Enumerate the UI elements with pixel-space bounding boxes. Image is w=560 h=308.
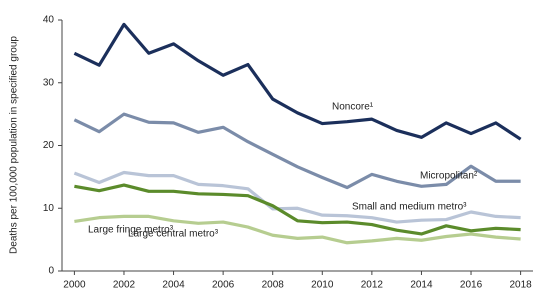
y-tick-label: 40: [43, 15, 55, 26]
series-label: Large fringe metro³: [88, 225, 174, 236]
x-tick-label: 2010: [311, 280, 334, 291]
series-label: Large central metro³: [128, 229, 219, 240]
series-line: [74, 214, 521, 245]
series-line: [73, 112, 521, 190]
x-tick-label: 2014: [410, 280, 433, 291]
series-label: Micropolitan²: [420, 171, 478, 182]
x-tick-label: 2000: [63, 280, 86, 291]
series-label: Small and medium metro³: [352, 202, 467, 213]
y-axis-label: Deaths per 100,000 population in specifi…: [9, 36, 20, 254]
x-tick-label: 2018: [509, 280, 532, 291]
x-tick-label: 2016: [460, 280, 483, 291]
x-tick-label: 2004: [162, 280, 185, 291]
series-line: [74, 183, 521, 236]
x-tick-label: 2002: [113, 280, 136, 291]
y-tick-label: 10: [43, 203, 55, 214]
x-tick-label: 2008: [262, 280, 285, 291]
x-tick-label: 2012: [361, 280, 384, 291]
y-tick-label: 0: [48, 266, 54, 277]
y-tick-label: 30: [43, 77, 55, 88]
x-tick-label: 2006: [212, 280, 235, 291]
series-line: [73, 22, 522, 141]
y-tick-label: 20: [43, 140, 55, 151]
series-label: Noncore¹: [332, 102, 374, 113]
series-line: [73, 170, 521, 224]
